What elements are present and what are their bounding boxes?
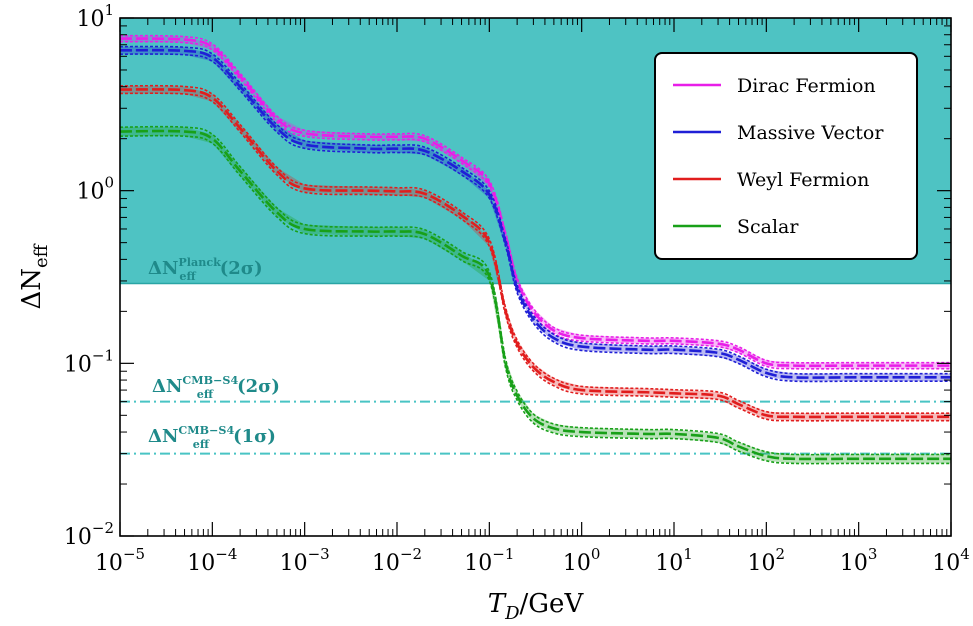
legend-label: Dirac Fermion	[737, 75, 876, 97]
massive-vector-line	[119, 48, 951, 379]
x-axis-label: TD/GeV	[488, 589, 585, 624]
y-tick-label: 10−1	[64, 346, 114, 377]
x-tick-label: 104	[932, 545, 970, 576]
x-tick-label: 10−4	[187, 545, 237, 576]
cmb-s4-2sigma-label: ΔNCMB−S4 eff (2σ)	[152, 374, 280, 401]
x-tick-label: 100	[563, 545, 601, 576]
legend-box	[654, 52, 918, 260]
weyl-fermion-line	[119, 88, 951, 419]
plot-frame	[119, 17, 952, 537]
legend-label: Scalar	[737, 216, 799, 238]
legend-label: Weyl Fermion	[737, 169, 869, 191]
x-tick-label: 10−5	[95, 545, 145, 576]
y-axis-label: ΔNeff	[17, 243, 52, 309]
massive-vector-lower-bound	[119, 53, 951, 383]
y-tick-label: 10−2	[64, 519, 114, 550]
y-tick-label: 101	[76, 1, 114, 32]
x-tick-label: 10−3	[280, 545, 330, 576]
dirac-fermion-line	[119, 37, 951, 368]
planck-label: ΔNPlanck eff (2σ)	[148, 256, 263, 283]
massive-vector-upper-bound	[119, 45, 951, 375]
y-tick-label: 100	[76, 174, 114, 205]
legend-label: Massive Vector	[737, 122, 884, 144]
cmb-s4-1sigma-label: ΔNCMB−S4 eff (1σ)	[148, 424, 276, 451]
weyl-fermion-lower-bound	[119, 92, 951, 422]
x-tick-label: 101	[655, 545, 693, 576]
scalar-line	[119, 129, 951, 461]
x-tick-label: 102	[748, 545, 786, 576]
x-tick-label: 10−1	[464, 545, 514, 576]
x-tick-label: 10−2	[372, 545, 422, 576]
x-tick-label: 103	[840, 545, 878, 576]
